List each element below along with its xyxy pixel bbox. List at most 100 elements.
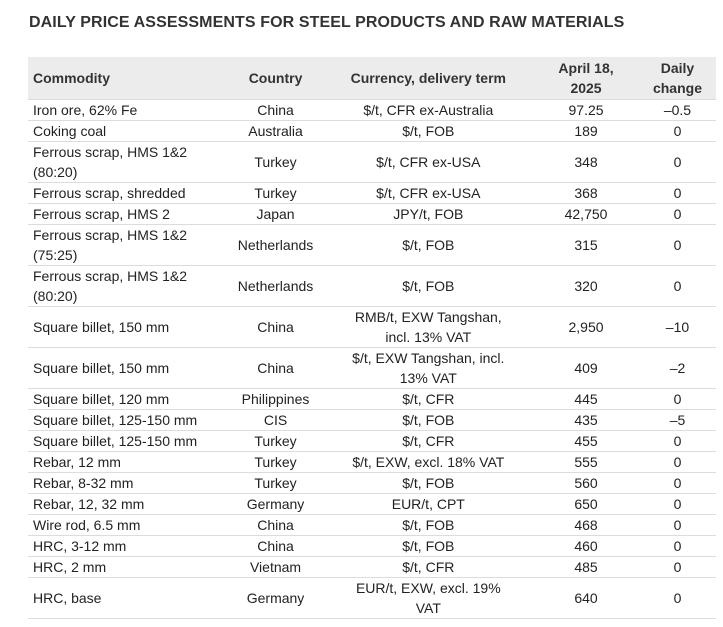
cell-currency: $/t, EXW, excl. 18% VAT [323, 451, 534, 473]
cell-change: –5 [638, 409, 716, 431]
cell-change: 0 [638, 514, 716, 536]
cell-price: 640 [533, 577, 639, 619]
cell-change: 0 [638, 430, 716, 452]
cell-currency: $/t, CFR ex-Australia [323, 99, 534, 121]
table-row: Rebar, 12, 32 mm Germany EUR/t, CPT 650 0 [28, 493, 716, 515]
cell-currency: $/t, CFR ex-USA [323, 182, 534, 204]
cell-currency: $/t, FOB [323, 409, 534, 431]
table-row: HRC, 3-12 mm China $/t, FOB 460 0 [28, 535, 716, 557]
cell-currency: RMB/t, EXW Tangshan, incl. 13% VAT [323, 306, 534, 348]
cell-country: Turkey [227, 472, 324, 494]
cell-country: Turkey [227, 430, 324, 452]
cell-price: 455 [533, 430, 639, 452]
cell-country: China [227, 535, 324, 557]
cell-commodity: Iron ore, 62% Fe [28, 99, 228, 121]
cell-currency: $/t, FOB [323, 265, 534, 307]
cell-commodity: Square billet, 150 mm [28, 347, 228, 389]
cell-country: China [227, 514, 324, 536]
cell-country: Germany [227, 577, 324, 619]
table-row: Rebar, 8-32 mm Turkey $/t, FOB 560 0 [28, 472, 716, 494]
cell-commodity: Ferrous scrap, HMS 1&2 (75:25) [28, 224, 228, 266]
cell-country: China [227, 99, 324, 121]
cell-country: Germany [227, 493, 324, 515]
table-header: Commodity Country Currency, delivery ter… [28, 57, 716, 100]
cell-currency: EUR/t, EXW, excl. 19% VAT [323, 577, 534, 619]
cell-commodity: HRC, base [28, 577, 228, 619]
cell-change: 0 [638, 120, 716, 142]
cell-change: 0 [638, 224, 716, 266]
cell-currency: $/t, FOB [323, 472, 534, 494]
cell-country: Vietnam [227, 556, 324, 578]
cell-price: 555 [533, 451, 639, 473]
table-row: Rebar, 12 mm Turkey $/t, EXW, excl. 18% VA… [28, 451, 716, 473]
cell-change: 0 [638, 472, 716, 494]
cell-change: 0 [638, 182, 716, 204]
table-row: HRC, base Germany EUR/t, EXW, excl. 19% VA… [28, 577, 716, 619]
cell-commodity: Square billet, 125-150 mm [28, 409, 228, 431]
cell-currency: $/t, EXW Tangshan, incl. 13% VAT [323, 347, 534, 389]
cell-price: 189 [533, 120, 639, 142]
cell-country: Turkey [227, 182, 324, 204]
cell-commodity: Rebar, 12 mm [28, 451, 228, 473]
cell-commodity: Ferrous scrap, HMS 2 [28, 203, 228, 225]
cell-price: 468 [533, 514, 639, 536]
cell-country: Netherlands [227, 224, 324, 266]
cell-change: 0 [638, 451, 716, 473]
price-table: Commodity Country Currency, delivery ter… [28, 57, 716, 619]
cell-price: 460 [533, 535, 639, 557]
cell-price: 409 [533, 347, 639, 389]
cell-country: CIS [227, 409, 324, 431]
cell-change: 0 [638, 577, 716, 619]
cell-change: 0 [638, 493, 716, 515]
cell-change: 0 [638, 141, 716, 183]
cell-change: 0 [638, 265, 716, 307]
cell-commodity: Rebar, 12, 32 mm [28, 493, 228, 515]
cell-change: 0 [638, 203, 716, 225]
cell-price: 650 [533, 493, 639, 515]
table-row: Square billet, 125-150 mm Turkey $/t, CFR 4… [28, 430, 716, 452]
cell-currency: $/t, FOB [323, 120, 534, 142]
cell-country: Turkey [227, 451, 324, 473]
header-currency: Currency, delivery term [323, 57, 534, 100]
page-title: DAILY PRICE ASSESSMENTS FOR STEEL PRODUC… [29, 14, 625, 31]
cell-currency: $/t, CFR [323, 430, 534, 452]
cell-commodity: Wire rod, 6.5 mm [28, 514, 228, 536]
cell-currency: EUR/t, CPT [323, 493, 534, 515]
table-row: Ferrous scrap, HMS 1&2 (80:20) Netherland… [28, 265, 716, 307]
cell-commodity: Square billet, 150 mm [28, 306, 228, 348]
table-row: Coking coal Australia $/t, FOB 189 0 [28, 120, 716, 142]
cell-change: –0.5 [638, 99, 716, 121]
table-row: HRC, 2 mm Vietnam $/t, CFR 485 0 [28, 556, 716, 578]
cell-price: 348 [533, 141, 639, 183]
table-row: Ferrous scrap, HMS 1&2 (75:25) Netherland… [28, 224, 716, 266]
cell-commodity: HRC, 2 mm [28, 556, 228, 578]
table-row: Ferrous scrap, HMS 2 Japan JPY/t, FOB 42,75… [28, 203, 716, 225]
header-date: April 18, 2025 [533, 57, 639, 100]
table-row: Square billet, 120 mm Philippines $/t, CFR… [28, 388, 716, 410]
table-row: Wire rod, 6.5 mm China $/t, FOB 468 0 [28, 514, 716, 536]
table-row: Square billet, 125-150 mm CIS $/t, FOB 435–… [28, 409, 716, 431]
cell-price: 445 [533, 388, 639, 410]
cell-currency: $/t, FOB [323, 535, 534, 557]
cell-country: China [227, 347, 324, 389]
cell-country: China [227, 306, 324, 348]
cell-currency: $/t, CFR [323, 388, 534, 410]
table-row: Iron ore, 62% Fe China $/t, CFR ex-Austral… [28, 99, 716, 121]
cell-country: Netherlands [227, 265, 324, 307]
cell-country: Japan [227, 203, 324, 225]
cell-country: Australia [227, 120, 324, 142]
cell-commodity: Square billet, 120 mm [28, 388, 228, 410]
header-commodity: Commodity [28, 57, 228, 100]
cell-currency: $/t, CFR ex-USA [323, 141, 534, 183]
cell-currency: $/t, FOB [323, 224, 534, 266]
table-row: Ferrous scrap, shredded Turkey $/t, CFR ex… [28, 182, 716, 204]
table-row: Ferrous scrap, HMS 1&2 (80:20) Turkey $/t,… [28, 141, 716, 183]
cell-price: 320 [533, 265, 639, 307]
cell-price: 315 [533, 224, 639, 266]
cell-change: 0 [638, 388, 716, 410]
cell-change: –10 [638, 306, 716, 348]
cell-price: 560 [533, 472, 639, 494]
table-row: Square billet, 150 mm China RMB/t, EXW Tan… [28, 306, 716, 348]
cell-change: 0 [638, 556, 716, 578]
header-change: Daily change [638, 57, 716, 100]
